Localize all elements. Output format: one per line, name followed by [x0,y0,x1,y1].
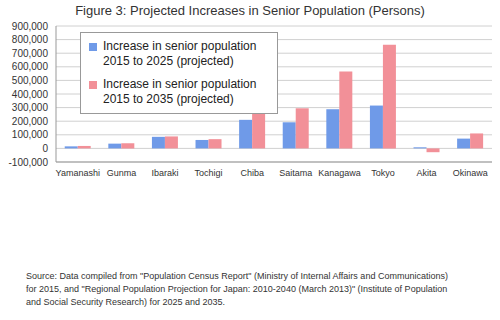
html-text:Figure 3: Projected Increases: Figure 3: Projected Increases in Senior … [75,3,425,18]
svg-text:800,000: 800,000 [12,34,49,45]
svg-text:0: 0 [42,143,48,154]
svg-text:Kanagawa: Kanagawa [318,168,361,178]
svg-text:Gunma: Gunma [107,168,137,178]
svg-text:Chiba: Chiba [240,168,264,178]
html-text:Increase in senior population: Increase in senior population 2015 to 20… [103,77,257,106]
svg-text:Okinawa: Okinawa [453,168,488,178]
svg-text:900,000: 900,000 [12,21,49,32]
html-text:and Social Security Research): and Social Security Research) for 2025 a… [26,297,226,307]
svg-text:Yamanashi: Yamanashi [56,168,100,178]
svg-text:600,000: 600,000 [12,61,49,72]
html-text:Source: Data compiled from "Po: Source: Data compiled from "Population C… [26,271,448,281]
svg-text:300,000: 300,000 [12,102,49,113]
html-text:for 2015, and "Regional Popula: for 2015, and "Regional Population Proje… [26,284,448,294]
svg-text:Tochigi: Tochigi [195,168,223,178]
svg-text:200,000: 200,000 [12,116,49,127]
svg-text:100,000: 100,000 [12,129,49,140]
svg-text:700,000: 700,000 [12,48,49,59]
svg-text:Saitama: Saitama [279,168,312,178]
svg-text:Tokyo: Tokyo [371,168,395,178]
svg-text:Akita: Akita [417,168,437,178]
svg-text:-100,000: -100,000 [9,157,49,168]
html-text:Increase in senior population: Increase in senior population 2015 to 20… [103,39,257,68]
svg-text:400,000: 400,000 [12,89,49,100]
svg-text:Ibaraki: Ibaraki [151,168,178,178]
svg-text:500,000: 500,000 [12,75,49,86]
